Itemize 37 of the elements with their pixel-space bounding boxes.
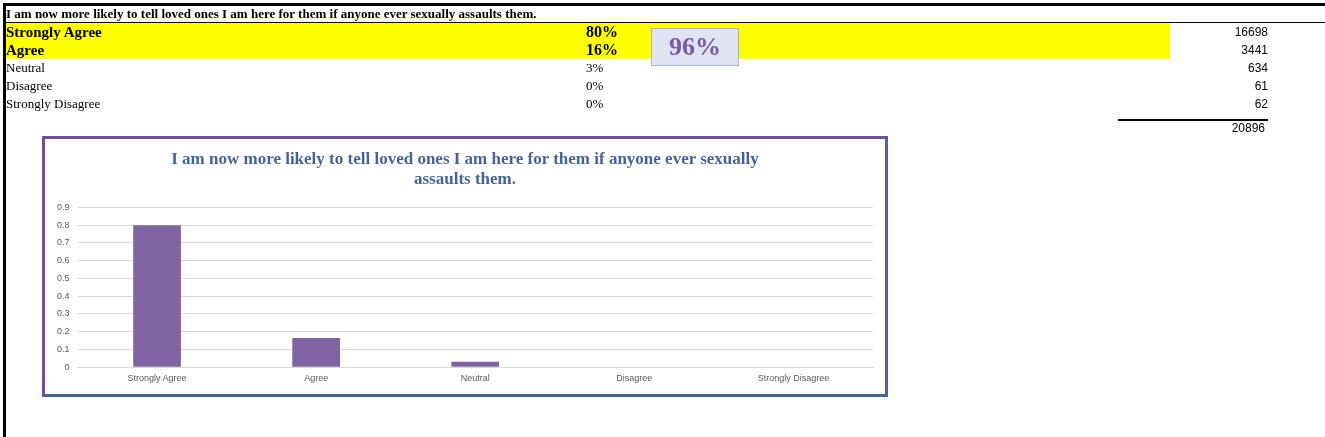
y-tick-label: 0.5 bbox=[57, 272, 70, 283]
y-tick-label: 0.9 bbox=[57, 201, 70, 212]
y-tick-label: 0.3 bbox=[57, 308, 70, 319]
category-label: Disagree bbox=[6, 77, 53, 95]
chart-title: I am now more likely to tell loved ones I am here for them if anyone ever sexually assaults them. bbox=[170, 149, 760, 189]
data-label: 3% bbox=[586, 59, 604, 77]
text: I am now more likely to tell loved ones I am here for them if anyone ever sexually assaults them. bbox=[6, 6, 1325, 23]
data-label: 16% bbox=[586, 41, 618, 59]
y-tick-label: 0.2 bbox=[57, 326, 70, 337]
category-label: Strongly Disagree bbox=[6, 95, 101, 113]
x-tick-label: Agree bbox=[304, 373, 329, 384]
text: 20896 bbox=[1231, 121, 1266, 135]
y-tick-label: 0 bbox=[64, 361, 70, 372]
data-label: 16698 bbox=[1233, 24, 1268, 41]
y-tick-label: 0.4 bbox=[57, 290, 70, 301]
bar bbox=[133, 225, 181, 367]
data-label: 0% bbox=[586, 77, 604, 95]
category-label: Neutral bbox=[6, 59, 45, 77]
category-label: Agree bbox=[6, 41, 45, 59]
x-tick-label: Neutral bbox=[460, 373, 490, 384]
text: 96% bbox=[651, 28, 739, 66]
data-label: 634 bbox=[1246, 60, 1268, 77]
data-label: 3441 bbox=[1240, 42, 1268, 59]
data-label: 80% bbox=[586, 23, 618, 41]
x-tick-label: Strongly Agree bbox=[127, 373, 187, 384]
y-tick-label: 0.6 bbox=[57, 255, 70, 266]
bar bbox=[451, 361, 500, 367]
data-label: 0% bbox=[586, 95, 604, 113]
y-tick-label: 0.8 bbox=[57, 219, 70, 230]
bar bbox=[292, 337, 341, 367]
x-tick-label: Strongly Disagree bbox=[757, 373, 830, 384]
y-tick-label: 0.7 bbox=[57, 237, 70, 248]
x-tick-label: Disagree bbox=[616, 373, 653, 384]
data-label: 62 bbox=[1253, 96, 1268, 113]
y-tick-label: 0.1 bbox=[57, 343, 70, 354]
category-label: Strongly Agree bbox=[6, 23, 102, 41]
data-label: 61 bbox=[1253, 78, 1268, 95]
